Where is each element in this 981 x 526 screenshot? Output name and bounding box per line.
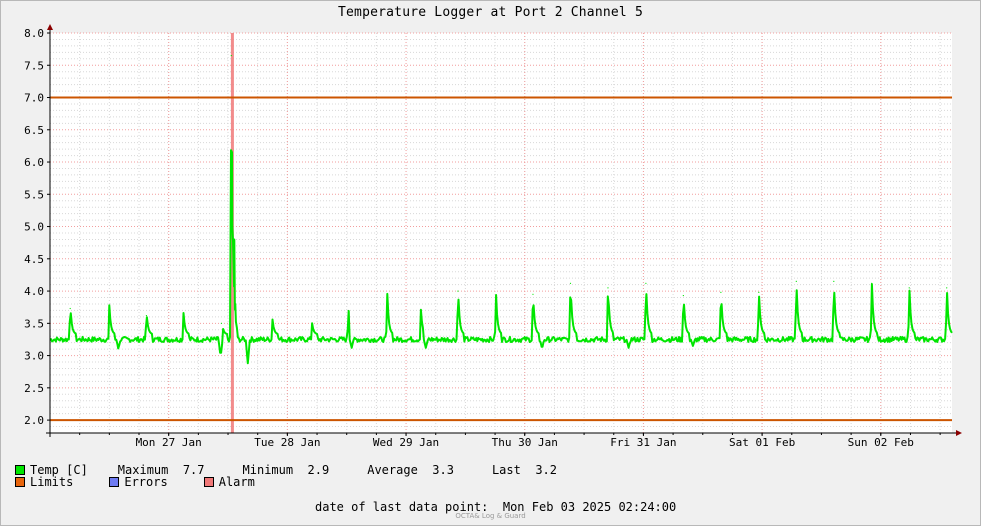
temperature-peak-point	[69, 307, 71, 310]
x-tick-label: Sun 02 Feb	[848, 436, 914, 449]
temperature-peak-point	[946, 287, 948, 289]
temperature-peak-point	[108, 309, 110, 312]
minimum-value: 2.9	[307, 463, 330, 477]
errors-swatch	[109, 477, 120, 487]
last-data-point: date of last data point: Mon Feb 03 2025…	[315, 500, 676, 514]
stat-average: Average 3.3	[367, 464, 454, 477]
temperature-peak-point	[420, 314, 422, 316]
y-tick-label: 3.0	[24, 350, 44, 363]
temperature-peak-point	[182, 317, 185, 319]
temperature-peak-point	[833, 280, 835, 282]
last-label: Last	[491, 463, 521, 477]
temperature-peak-point	[645, 282, 647, 284]
stat-last: Last 3.2	[492, 464, 557, 477]
maximum-label: Maximum	[117, 463, 169, 477]
y-tick-label: 6.5	[24, 124, 44, 137]
temperature-peak-point	[220, 322, 223, 324]
y-tick-label: 7.5	[24, 59, 44, 72]
y-tick-label: 5.0	[24, 221, 44, 234]
stat-minimum: Minimum 2.9	[243, 464, 330, 477]
temperature-peak-point	[145, 314, 148, 317]
y-tick-label: 4.5	[24, 253, 44, 266]
legend-row-1: Temp [C] Maximum 7.7 Minimum 2.9 Average 3.…	[15, 464, 595, 477]
chart-title: Temperature Logger at Port 2 Channel 5	[337, 5, 643, 20]
temperature-peak-point	[386, 293, 388, 295]
x-tick-label: Mon 27 Jan	[136, 436, 202, 449]
y-tick-label: 3.5	[24, 317, 44, 330]
x-tick-label: Wed 29 Jan	[373, 436, 439, 449]
legend-alarm-label: Alarm	[218, 475, 255, 489]
temperature-peak-point	[532, 293, 534, 295]
temperature-peak-point	[347, 309, 349, 312]
legend-temp-label: Temp [C]	[30, 463, 88, 477]
temperature-series-line	[49, 149, 953, 365]
temperature-peak-point	[795, 280, 797, 282]
y-axis-arrow	[47, 24, 53, 30]
last-data-point-value: Mon Feb 03 2025 02:24:00	[502, 500, 677, 514]
temperature-peak-point	[871, 282, 873, 284]
x-tick-label: Sat 01 Feb	[729, 436, 795, 449]
temperature-peak-point	[457, 290, 459, 292]
legend-errors-label: Errors	[124, 475, 168, 489]
credit-text: OCTA& Log & Guard	[455, 512, 526, 520]
legend-row-2: Limits Errors Alarm	[15, 476, 291, 489]
temperature-peak-point	[682, 294, 684, 297]
x-axis-arrow	[956, 430, 962, 436]
temperature-peak-point	[607, 287, 609, 289]
y-tick-label: 8.0	[24, 27, 44, 40]
y-tick-label: 4.0	[24, 285, 44, 298]
legend-limits: Limits	[15, 476, 73, 489]
temperature-peak-point	[311, 327, 313, 330]
temperature-peak-point	[758, 291, 760, 293]
legend-alarm: Alarm	[203, 475, 255, 489]
last-value: 3.2	[535, 463, 557, 477]
limits-swatch	[15, 477, 25, 487]
average-value: 3.3	[432, 463, 454, 477]
temp-swatch	[15, 465, 25, 475]
temperature-peak-point	[908, 287, 910, 289]
legend-temp: Temp [C]	[15, 464, 88, 477]
temperature-peak-point	[569, 282, 572, 284]
legend-errors: Errors	[109, 475, 168, 489]
y-tick-label: 2.5	[24, 382, 44, 395]
y-tick-label: 2.0	[24, 414, 44, 427]
temperature-peak-point	[720, 291, 722, 293]
last-data-point-label: date of last data point:	[315, 500, 489, 514]
alarm-swatch	[203, 477, 214, 487]
minimum-label: Minimum	[242, 463, 294, 477]
y-tick-label: 7.0	[24, 92, 44, 105]
x-tick-label: Tue 28 Jan	[254, 436, 320, 449]
legend-limits-label: Limits	[30, 475, 74, 489]
stat-maximum: Maximum 7.7	[118, 464, 205, 477]
temperature-peak-point	[271, 324, 274, 326]
x-tick-label: Fri 31 Jan	[610, 436, 676, 449]
average-label: Average	[367, 463, 418, 477]
y-tick-label: 5.5	[24, 188, 44, 201]
x-tick-label: Thu 30 Jan	[492, 436, 558, 449]
y-tick-label: 6.0	[24, 156, 44, 169]
maximum-value: 7.7	[182, 463, 205, 477]
temperature-peak-point	[495, 294, 497, 297]
temperature-peak-point	[230, 54, 232, 57]
